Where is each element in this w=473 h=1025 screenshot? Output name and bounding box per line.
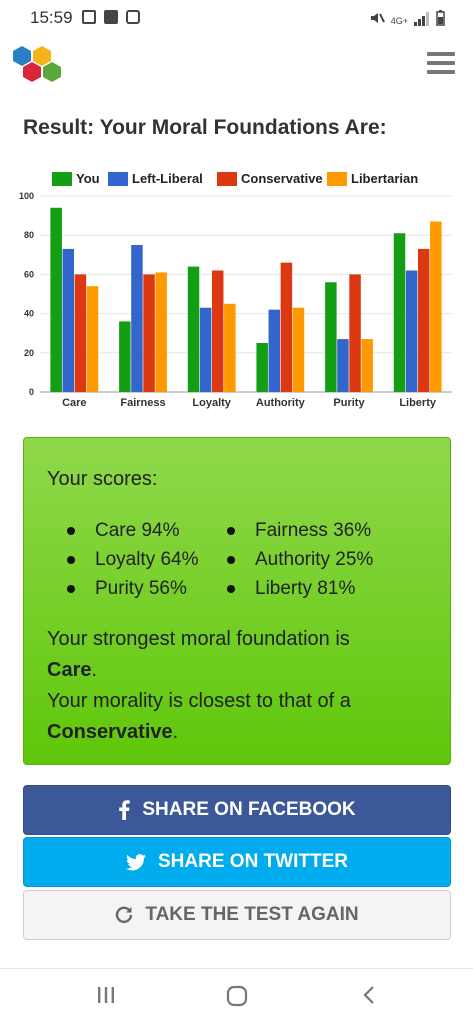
bar-fairness-2 [143,274,155,392]
bar-purity-3 [361,339,373,392]
scores-panel: Your scores: Care 94% Loyalty 64% Purity… [23,437,451,765]
bar-liberty-2 [417,248,430,392]
twitter-bird-icon [126,853,146,871]
take-test-again-label: TAKE THE TEST AGAIN [145,904,359,925]
bar-fairness-0 [119,321,131,392]
scores-list-right: Fairness 36% Authority 25% Liberty 81% [217,516,373,603]
strongest-period: . [91,659,98,681]
chart-grid: 0 20 40 60 80 100 [19,191,452,397]
system-navigation-bar [0,968,473,1025]
strongest-foundation-text: Your strongest moral foundation is [47,628,350,650]
share-twitter-label: SHARE ON TWITTER [158,851,348,872]
network-type: 4G+ [390,16,408,26]
strongest-foundation-line: Care. [47,659,97,682]
page-title: Result: Your Moral Foundations Are: [23,116,387,139]
y-tick-5: 100 [19,191,34,201]
score-fairness: Fairness 36% [217,516,373,545]
score-purity: Purity 56% [57,574,199,603]
share-twitter-button[interactable]: SHARE ON TWITTER [23,837,451,887]
check-notification-icon [104,10,118,24]
legend-swatch-0 [52,172,72,186]
bar-loyalty-3 [224,303,236,392]
refresh-icon [115,906,133,924]
gallery-notification-icon [82,10,96,24]
status-time: 15:59 [30,8,73,27]
score-loyalty: Loyalty 64% [57,545,199,574]
hamburger-menu-icon[interactable] [427,52,455,76]
take-test-again-button[interactable]: TAKE THE TEST AGAIN [23,890,451,940]
bar-fairness-1 [131,245,143,392]
x-label-purity: Purity [333,397,365,409]
x-label-loyalty: Loyalty [192,397,231,409]
bar-authority-1 [268,309,281,392]
bar-liberty-3 [430,221,442,392]
bar-authority-3 [292,307,305,392]
x-label-liberty: Liberty [399,397,437,409]
bar-purity-1 [337,339,349,392]
signal-icon [414,12,429,26]
bar-liberty-0 [393,233,406,392]
closest-period: . [172,721,179,743]
chart-x-labels: Care Fairness Loyalty Authority Purity Libert… [62,397,437,409]
y-tick-3: 60 [24,269,34,279]
chart-legend: You Left-Liberal Conservative Libertarian [52,171,418,186]
bar-purity-2 [349,274,361,392]
bar-care-0 [50,207,62,392]
legend-label-2: Conservative [241,171,323,186]
chart-bars [50,207,442,392]
legend-label-3: Libertarian [351,171,418,186]
back-icon[interactable] [362,985,376,1005]
status-right-icons: 4G+ [369,10,445,26]
share-facebook-label: SHARE ON FACEBOOK [142,799,356,820]
scores-heading: Your scores: [47,468,158,490]
legend-swatch-1 [108,172,128,186]
score-authority: Authority 25% [217,545,373,574]
y-tick-0: 0 [29,387,34,397]
x-label-care: Care [62,397,86,409]
mute-icon [370,13,385,23]
y-tick-1: 20 [24,348,34,358]
battery-icon [436,10,445,26]
bar-loyalty-1 [199,307,212,392]
bar-authority-2 [280,262,293,392]
bar-liberty-1 [405,270,418,392]
legend-label-0: You [76,171,100,186]
bar-loyalty-0 [187,266,200,392]
share-facebook-button[interactable]: SHARE ON FACEBOOK [23,785,451,835]
x-label-fairness: Fairness [120,397,165,409]
closest-morality-text: Your morality is closest to that of a [47,690,351,712]
bar-purity-0 [325,282,337,392]
closest-morality-line: Conservative. [47,721,178,744]
recent-apps-icon[interactable] [96,985,116,1005]
wifi-notification-icon [126,10,140,24]
bar-care-3 [86,286,99,392]
score-care: Care 94% [57,516,199,545]
home-icon[interactable] [226,985,248,1007]
results-bar-chart: You Left-Liberal Conservative Libertarian 0… [19,171,452,409]
strongest-foundation-value: Care [47,659,92,681]
x-label-authority: Authority [256,397,306,409]
hexagon-logo-icon[interactable] [10,42,66,88]
status-bar: 15:59 4G+ [0,0,473,36]
y-tick-4: 80 [24,230,34,240]
site-header [0,36,473,96]
facebook-icon [118,800,131,820]
legend-swatch-3 [327,172,347,186]
score-liberty: Liberty 81% [217,574,373,603]
bar-care-2 [74,274,87,392]
bar-care-1 [62,248,75,392]
bar-fairness-3 [155,272,167,392]
y-tick-2: 40 [24,309,34,319]
legend-label-1: Left-Liberal [132,171,203,186]
closest-morality-value: Conservative [47,721,173,743]
bar-loyalty-2 [211,270,224,392]
scores-list-left: Care 94% Loyalty 64% Purity 56% [57,516,199,603]
legend-swatch-2 [217,172,237,186]
bar-authority-0 [256,343,268,392]
